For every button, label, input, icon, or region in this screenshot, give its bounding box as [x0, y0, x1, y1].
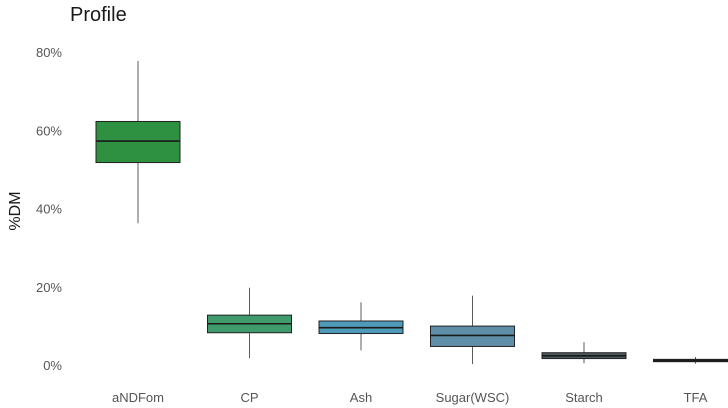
y-tick-label: 20% [36, 280, 62, 295]
y-tick-label: 40% [36, 202, 62, 217]
chart-title: Profile [70, 4, 127, 26]
x-tick-label: Ash [350, 390, 372, 405]
x-tick-label: Starch [565, 390, 603, 405]
x-tick-label: aNDFom [112, 390, 164, 405]
box-andfom [95, 120, 181, 164]
x-tick-label: TFA [684, 390, 708, 405]
x-tick-label: Sugar(WSC) [436, 390, 510, 405]
y-tick-label: 60% [36, 123, 62, 138]
y-tick-label: 80% [36, 45, 62, 60]
y-tick-label: 0% [43, 358, 62, 373]
x-tick-label: CP [240, 390, 258, 405]
